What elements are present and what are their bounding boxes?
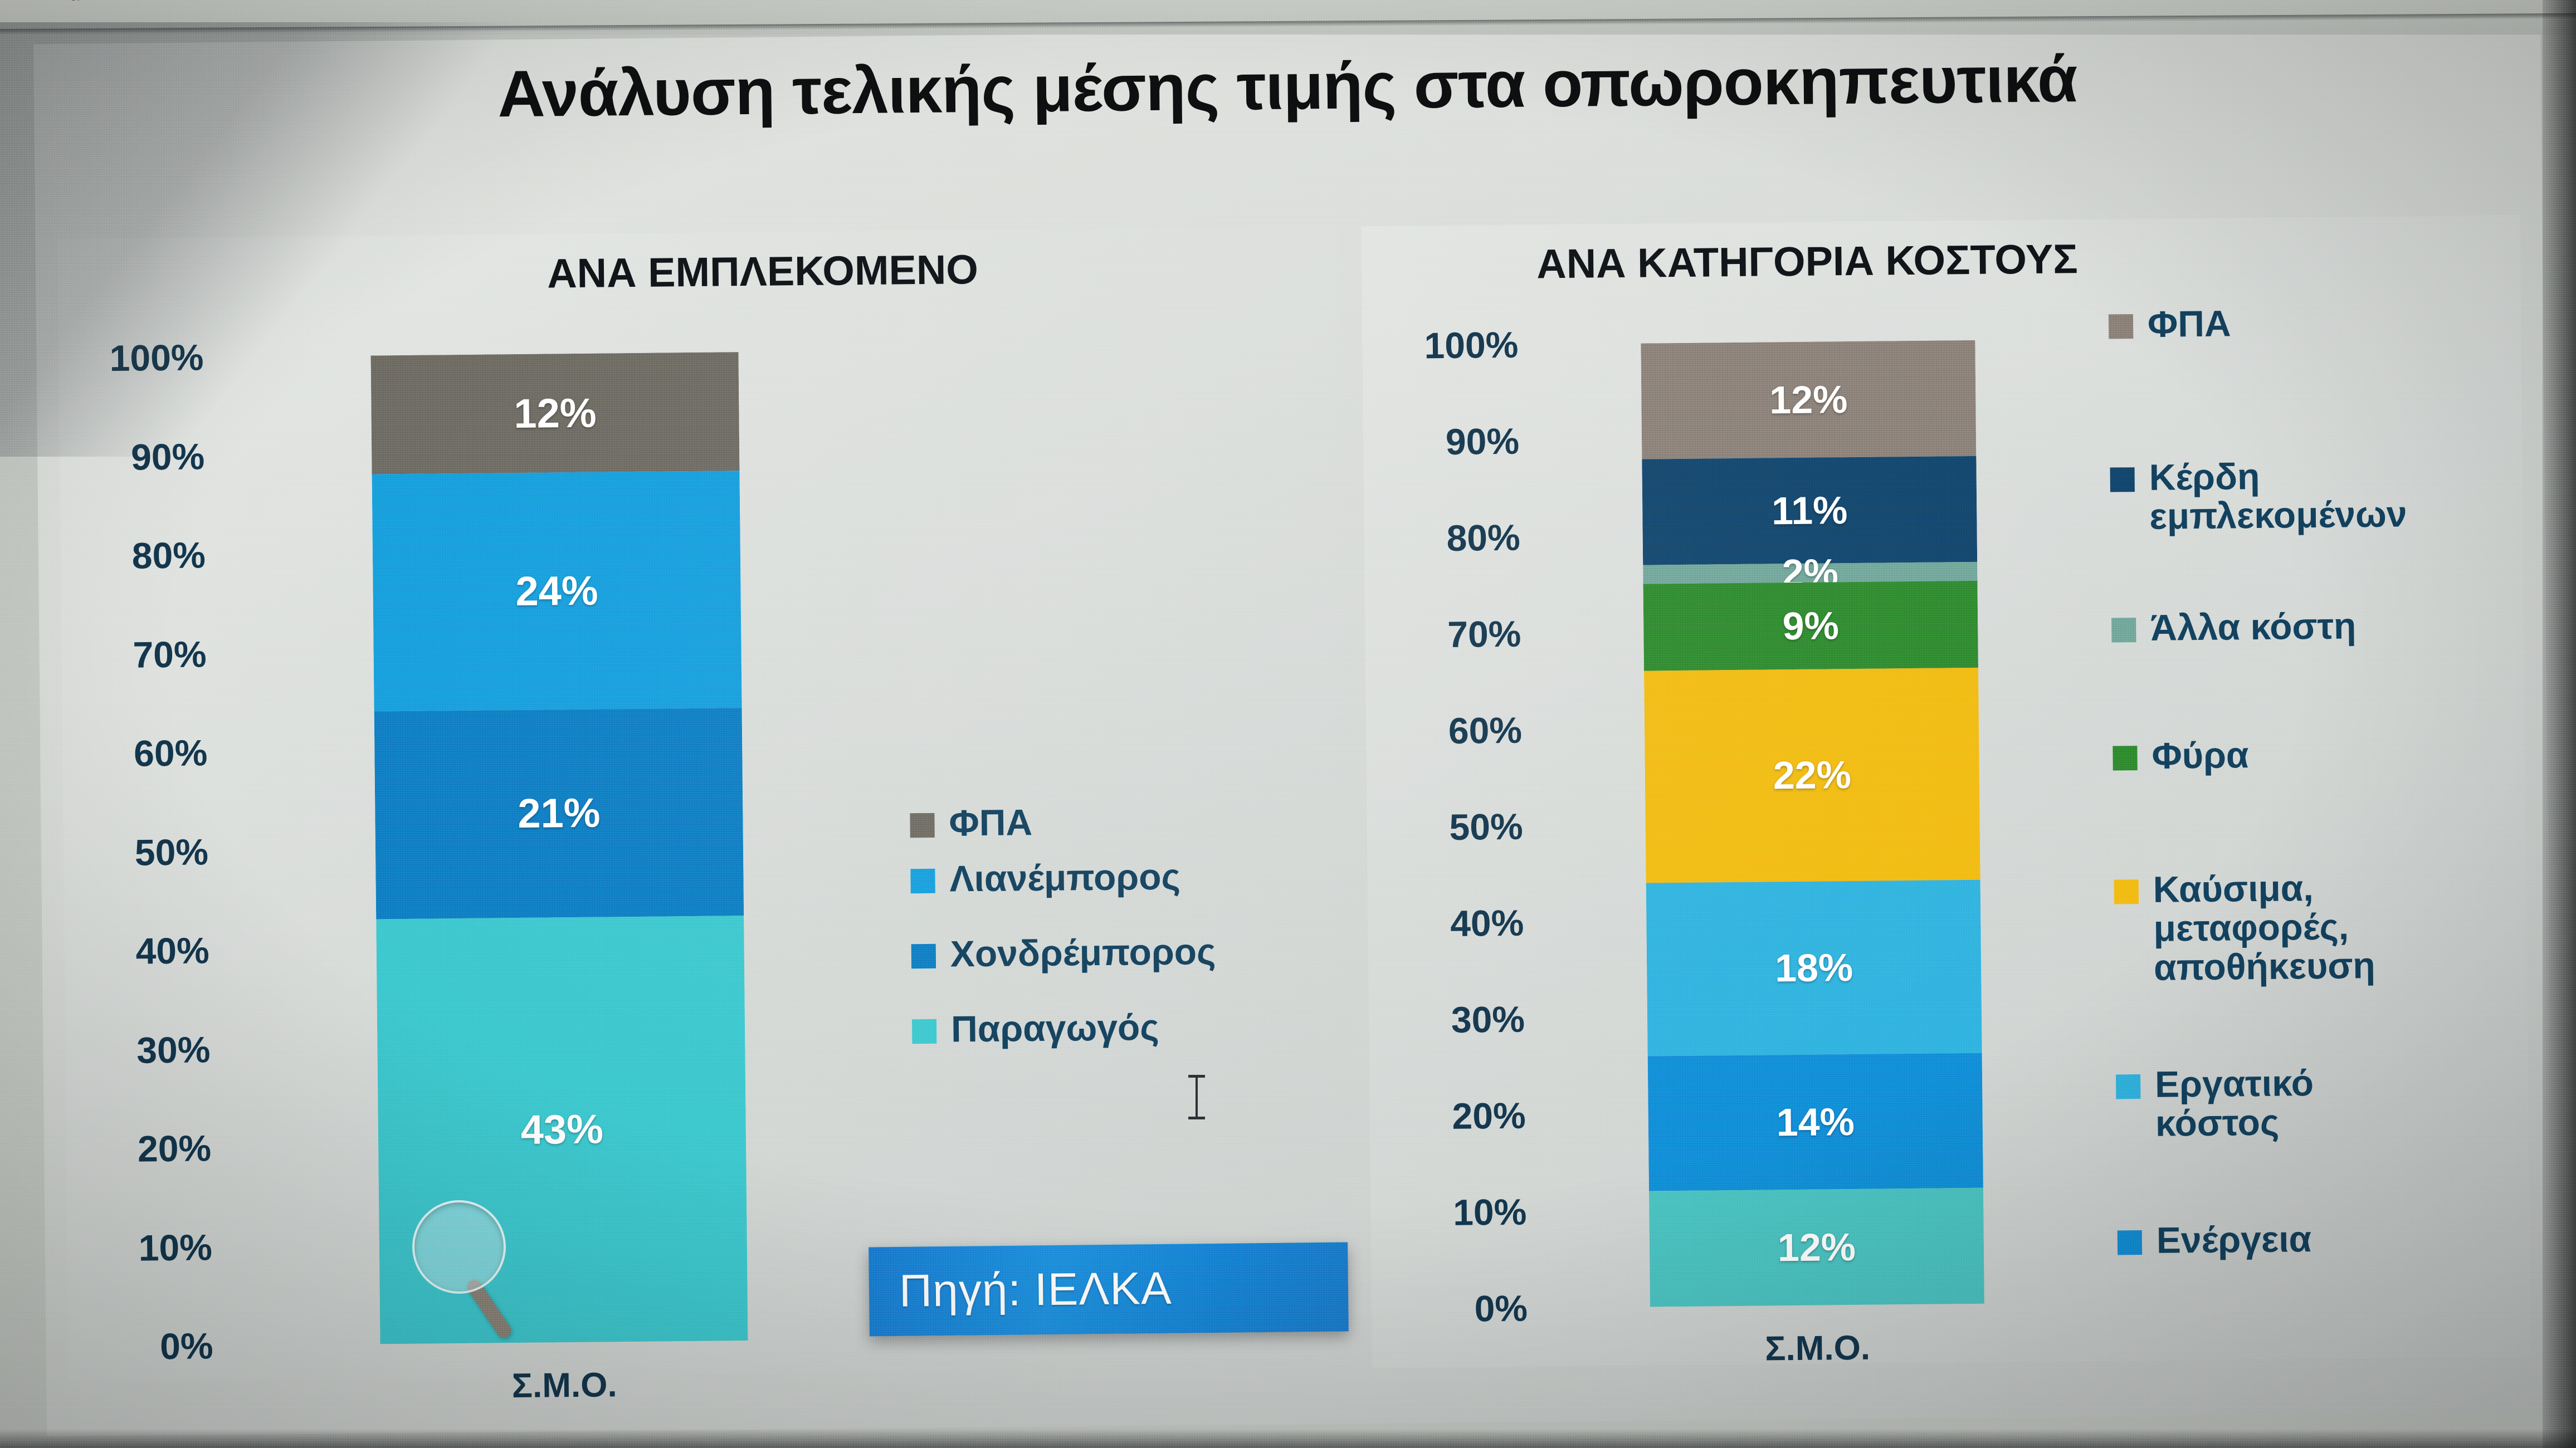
y-tick-label: 50% bbox=[1449, 805, 1524, 848]
bar-segment[interactable]: 9% bbox=[1643, 581, 1978, 671]
legend-swatch-icon bbox=[910, 813, 935, 838]
legend-swatch-icon bbox=[2108, 314, 2134, 339]
y-tick-label: 50% bbox=[134, 830, 209, 873]
bar-segment-label: 21% bbox=[517, 789, 601, 837]
legend-swatch-icon bbox=[910, 868, 935, 894]
bar-segment-label: 24% bbox=[515, 567, 598, 615]
legend-item[interactable]: Φύρα bbox=[2112, 733, 2514, 776]
legend-item[interactable]: Χονδρέμπορος bbox=[911, 930, 1335, 975]
presentation-slide: Ανάλυση τελικής μέσης τιμής στα οπωροκηπ… bbox=[33, 20, 2554, 1437]
legend-item-label: Χονδρέμπορος bbox=[950, 930, 1216, 975]
y-tick-label: 40% bbox=[135, 930, 210, 972]
y-tick-label: 0% bbox=[159, 1325, 213, 1367]
y-tick-label: 90% bbox=[130, 435, 205, 478]
y-tick-label: 0% bbox=[1474, 1287, 1528, 1329]
bar-segment-label: 12% bbox=[514, 389, 597, 437]
legend-swatch-icon bbox=[2110, 467, 2135, 492]
y-axis-left: 100% 90% 80% 70% 60% 50% 40% 30% 20% 10% 0% bbox=[35, 237, 213, 1367]
text-caret-icon bbox=[1188, 1075, 1205, 1119]
legend-item-label: Εργατικό κόστος bbox=[2154, 1062, 2314, 1144]
legend-item[interactable]: Παραγωγός bbox=[911, 1006, 1336, 1050]
y-tick-label: 80% bbox=[131, 534, 206, 576]
legend-item-label: Φύρα bbox=[2151, 734, 2249, 776]
legend-item-label: ΦΠΑ bbox=[2147, 302, 2231, 345]
y-tick-label: 20% bbox=[1452, 1094, 1526, 1137]
bottom-bezel bbox=[0, 1429, 2576, 1448]
legend-item[interactable]: ΦΠΑ bbox=[910, 800, 1334, 844]
bar-segment-label: 14% bbox=[1776, 1100, 1855, 1144]
bar-segment[interactable]: 2% bbox=[1643, 551, 1978, 595]
legend-item-label: Παραγωγός bbox=[950, 1006, 1159, 1050]
legend-swatch-icon bbox=[2112, 746, 2138, 771]
source-banner: Πηγή: ΙΕΛΚΑ bbox=[869, 1242, 1349, 1337]
legend-swatch-icon bbox=[2116, 1074, 2141, 1099]
y-tick-label: 60% bbox=[133, 732, 208, 774]
bar-segment[interactable]: 24% bbox=[372, 471, 742, 712]
bar-segment[interactable]: 11% bbox=[1642, 456, 1978, 565]
bar-segment-label: 22% bbox=[1773, 753, 1852, 798]
y-tick-label: 30% bbox=[136, 1028, 211, 1071]
bar-segment-label: 18% bbox=[1774, 946, 1853, 990]
legend-item[interactable]: Άλλα κόστη bbox=[2111, 605, 2513, 648]
bar-segment-label: 12% bbox=[1769, 377, 1848, 422]
legend-swatch-icon bbox=[2117, 1230, 2143, 1255]
y-tick-label: 20% bbox=[137, 1127, 212, 1170]
legend-item[interactable]: Ενέργεια bbox=[2117, 1218, 2519, 1261]
y-tick-label: 60% bbox=[1448, 709, 1523, 751]
bar-segment-label: 11% bbox=[1771, 488, 1848, 533]
page-title: Ανάλυση τελικής μέσης τιμής στα οπωροκηπ… bbox=[497, 42, 2078, 131]
chart-panel-left: ΑΝΑ ΕΜΠΛΕΚΟΜΕΝΟ 100% 90% 80% 70% 60% 50% 40% 30… bbox=[57, 226, 1350, 1405]
y-tick-label: 30% bbox=[1451, 998, 1525, 1040]
y-tick-label: 10% bbox=[138, 1226, 213, 1269]
right-bezel bbox=[2543, 0, 2576, 1448]
legend-item-label: Κέρδη εμπλεκομένων bbox=[2149, 455, 2407, 537]
legend-item[interactable]: ΦΠΑ bbox=[2108, 302, 2510, 345]
legend-item[interactable]: Κέρδη εμπλεκομένων bbox=[2110, 455, 2511, 537]
y-tick-label: 70% bbox=[1447, 613, 1521, 655]
legend-swatch-icon bbox=[2111, 618, 2136, 643]
bar-segment[interactable]: 14% bbox=[1647, 1053, 1983, 1191]
legend-item-label: Ενέργεια bbox=[2156, 1218, 2312, 1261]
x-axis-label-right: Σ.Μ.Ο. bbox=[1764, 1328, 1871, 1368]
y-tick-label: 40% bbox=[1450, 902, 1524, 944]
stacked-bar-left[interactable]: 12% 24% 21% 43% bbox=[370, 352, 748, 1344]
y-tick-label: 90% bbox=[1445, 420, 1520, 462]
legend-item-label: Καύσιμα, μεταφορές, αποθήκευση bbox=[2153, 867, 2376, 988]
legend-item-label: ΦΠΑ bbox=[949, 801, 1033, 844]
legend-swatch-icon bbox=[2114, 879, 2139, 904]
bar-segment[interactable]: 21% bbox=[374, 708, 744, 919]
bar-segment[interactable]: 18% bbox=[1646, 879, 1982, 1056]
bar-segment-label: 9% bbox=[1782, 604, 1840, 648]
x-axis-label-left: Σ.Μ.Ο. bbox=[511, 1366, 617, 1406]
legend-item[interactable]: Εργατικό κόστος bbox=[2116, 1062, 2518, 1144]
legend-item-label: Άλλα κόστη bbox=[2150, 605, 2357, 648]
y-tick-label: 100% bbox=[109, 336, 204, 379]
y-tick-label: 10% bbox=[1452, 1191, 1527, 1233]
bar-segment-label: 12% bbox=[1777, 1225, 1856, 1270]
bar-segment[interactable]: 12% bbox=[1641, 340, 1977, 459]
chart-title-right: ΑΝΑ ΚΑΤΗΓΟΡΙΑ ΚΟΣΤΟΥΣ bbox=[1536, 236, 2079, 287]
stacked-bar-right[interactable]: 12% 11% 2% 9% 22% 18% 14% 12% bbox=[1641, 340, 1984, 1307]
bar-segment-label: 43% bbox=[520, 1105, 604, 1153]
legend-item[interactable]: Λιανέμπορος bbox=[910, 856, 1334, 899]
legend-item-label: Λιανέμπορος bbox=[949, 855, 1181, 899]
chart-title-left: ΑΝΑ ΕΜΠΛΕΚΟΜΕΝΟ bbox=[547, 246, 979, 297]
y-axis-right: 100% 90% 80% 70% 60% 50% 40% 30% 20% 10% 0% bbox=[1350, 225, 1528, 1329]
source-label: Πηγή: ΙΕΛΚΑ bbox=[899, 1263, 1173, 1317]
legend-swatch-icon bbox=[911, 943, 936, 969]
magnifier-cursor-icon bbox=[412, 1200, 506, 1294]
legend-item[interactable]: Καύσιμα, μεταφορές, αποθήκευση bbox=[2114, 867, 2516, 988]
bar-segment[interactable]: 22% bbox=[1644, 667, 1980, 883]
chart-panel-right: ΑΝΑ ΚΑΤΗΓΟΡΙΑ ΚΟΣΤΟΥΣ 100% 90% 80% 70% 60% 50… bbox=[1361, 215, 2531, 1368]
legend-swatch-icon bbox=[911, 1019, 937, 1044]
bar-segment[interactable]: 12% bbox=[370, 352, 740, 474]
y-tick-label: 100% bbox=[1424, 324, 1519, 366]
y-tick-label: 70% bbox=[133, 633, 207, 676]
y-tick-label: 80% bbox=[1446, 516, 1521, 559]
bar-segment[interactable]: 12% bbox=[1648, 1188, 1984, 1307]
browser-notice-text: …κών ενημερώσεων του Google Chrome, θα χ… bbox=[0, 0, 1241, 3]
